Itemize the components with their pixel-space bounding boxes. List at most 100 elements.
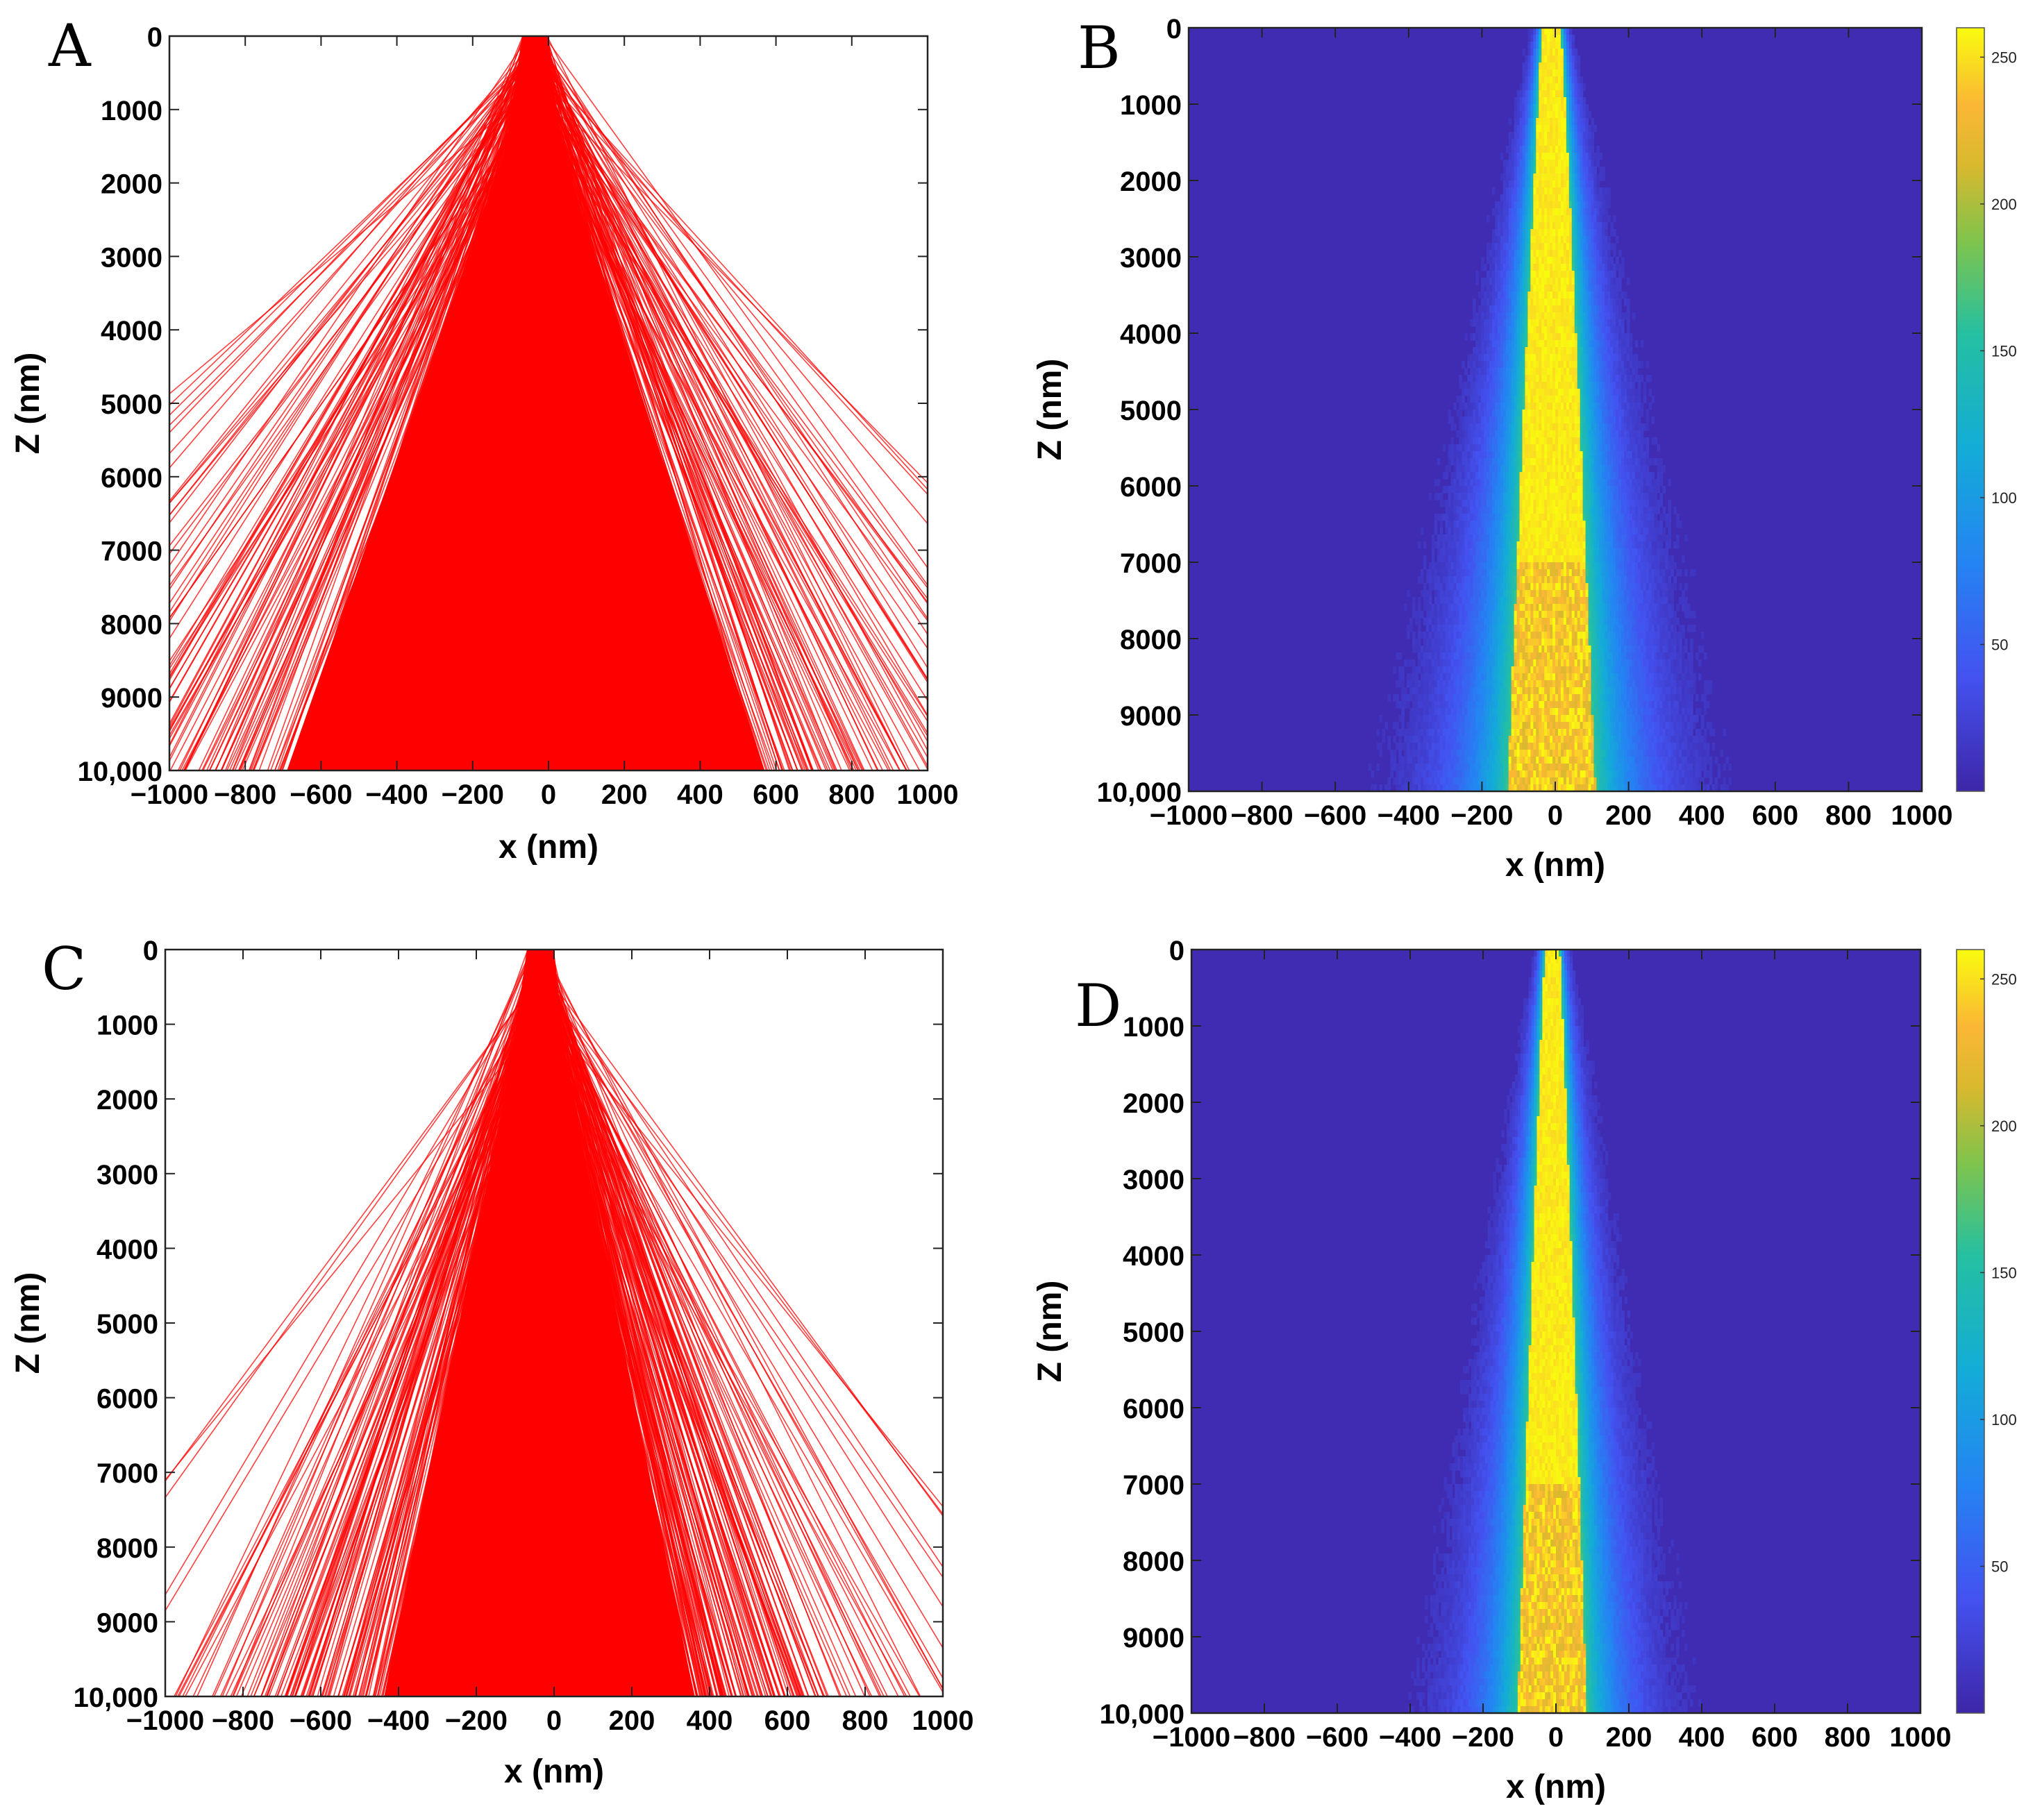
heat-cell bbox=[1637, 521, 1641, 528]
heat-cell bbox=[1508, 208, 1512, 216]
heat-cell bbox=[1541, 444, 1545, 452]
heat-cell bbox=[1519, 298, 1523, 306]
heat-cell bbox=[1497, 222, 1501, 230]
heat-cell bbox=[1516, 257, 1521, 264]
heat-cell bbox=[1580, 125, 1584, 133]
heat-cell bbox=[1497, 201, 1501, 209]
heat-cell bbox=[1626, 278, 1630, 285]
heat-cell bbox=[1550, 347, 1553, 355]
heat-cell bbox=[1527, 312, 1531, 320]
heat-cell bbox=[1525, 389, 1528, 396]
heat-cell bbox=[1539, 548, 1542, 556]
heat-cell bbox=[1514, 111, 1518, 119]
heat-cell bbox=[1643, 472, 1647, 480]
heat-cell bbox=[1536, 104, 1539, 112]
heat-cell bbox=[1530, 69, 1534, 77]
heat-cell bbox=[1527, 458, 1531, 466]
heat-cell bbox=[1519, 528, 1523, 535]
heat-cell bbox=[1448, 534, 1452, 542]
heat-cell bbox=[1616, 493, 1619, 500]
heat-cell bbox=[1607, 444, 1611, 452]
heat-cell bbox=[1659, 458, 1664, 466]
heat-cell bbox=[1459, 541, 1462, 549]
heat-cell bbox=[1599, 423, 1602, 431]
heat-cell bbox=[1632, 375, 1636, 382]
heat-cell bbox=[1519, 534, 1523, 542]
heat-cell bbox=[1596, 437, 1600, 445]
heat-cell bbox=[1533, 541, 1537, 549]
heat-cell bbox=[1585, 104, 1589, 112]
heat-cell bbox=[1566, 76, 1570, 84]
heat-cell bbox=[1522, 410, 1526, 417]
heat-cell bbox=[1536, 139, 1539, 146]
heat-cell bbox=[1593, 410, 1597, 417]
heat-cell bbox=[1494, 229, 1498, 237]
heat-cell bbox=[1544, 319, 1548, 327]
heat-cell bbox=[1544, 250, 1548, 258]
heat-cell bbox=[1605, 326, 1608, 334]
heat-cell bbox=[1657, 465, 1661, 473]
heat-cell bbox=[1657, 507, 1661, 514]
heat-cell bbox=[1456, 451, 1459, 459]
heat-cell bbox=[1527, 257, 1531, 264]
heat-cell bbox=[1505, 451, 1509, 459]
ray bbox=[220, 42, 537, 770]
heat-cell bbox=[1585, 125, 1589, 133]
heat-cell bbox=[1555, 465, 1559, 473]
heat-cell bbox=[1568, 278, 1573, 285]
heat-cell bbox=[1618, 465, 1622, 473]
heat-cell bbox=[1544, 180, 1548, 188]
heat-cell bbox=[1464, 493, 1468, 500]
heat-cell bbox=[1659, 479, 1664, 487]
ray bbox=[525, 74, 785, 770]
heat-cell bbox=[1605, 541, 1608, 549]
heat-cell bbox=[1574, 62, 1578, 70]
heat-cell bbox=[1489, 528, 1493, 535]
heat-cell bbox=[1580, 298, 1584, 306]
heat-cell bbox=[1541, 375, 1545, 382]
y-tick-label: 6000 bbox=[101, 463, 162, 494]
heat-cell bbox=[1484, 396, 1487, 403]
heat-cell bbox=[1514, 416, 1518, 424]
heat-cell bbox=[1582, 132, 1587, 140]
heat-cell bbox=[1489, 375, 1493, 382]
heat-cell bbox=[1544, 201, 1548, 209]
heat-cell bbox=[1462, 458, 1465, 466]
heat-cell bbox=[1550, 472, 1553, 480]
heat-cell bbox=[1574, 389, 1578, 396]
heat-cell bbox=[1588, 264, 1592, 271]
heat-cell bbox=[1533, 333, 1537, 341]
heat-cell bbox=[1527, 42, 1531, 49]
heat-cell bbox=[1637, 458, 1641, 466]
heat-cell bbox=[1577, 528, 1581, 535]
heat-cell bbox=[1560, 479, 1564, 487]
heat-cell bbox=[1536, 236, 1539, 244]
heat-cell bbox=[1527, 340, 1531, 348]
heat-cell bbox=[1605, 389, 1608, 396]
heat-cell bbox=[1514, 361, 1518, 369]
heat-cell bbox=[1494, 389, 1498, 396]
heat-cell bbox=[1467, 479, 1471, 487]
heat-cell bbox=[1634, 493, 1639, 500]
heat-cell bbox=[1525, 243, 1528, 251]
heat-cell bbox=[1591, 160, 1595, 167]
heat-cell bbox=[1566, 444, 1570, 452]
heat-cell bbox=[1456, 528, 1459, 535]
heat-cell bbox=[1519, 410, 1523, 417]
heat-cell bbox=[1467, 555, 1471, 563]
heat-cell bbox=[1530, 180, 1534, 188]
heat-cell bbox=[1533, 375, 1537, 382]
heat-cell bbox=[1605, 493, 1608, 500]
heat-cell bbox=[1525, 333, 1528, 341]
heat-cell bbox=[1533, 548, 1537, 556]
heat-cell bbox=[1571, 35, 1575, 42]
heat-cell bbox=[1552, 90, 1556, 98]
heat-cell bbox=[1467, 354, 1471, 362]
heat-cell bbox=[1568, 83, 1573, 91]
heat-cell bbox=[1527, 396, 1531, 403]
heat-cell bbox=[1478, 541, 1482, 549]
heat-cell bbox=[1481, 458, 1484, 466]
heat-cell bbox=[1500, 243, 1504, 251]
heat-cell bbox=[1591, 125, 1595, 133]
ray bbox=[490, 44, 547, 770]
